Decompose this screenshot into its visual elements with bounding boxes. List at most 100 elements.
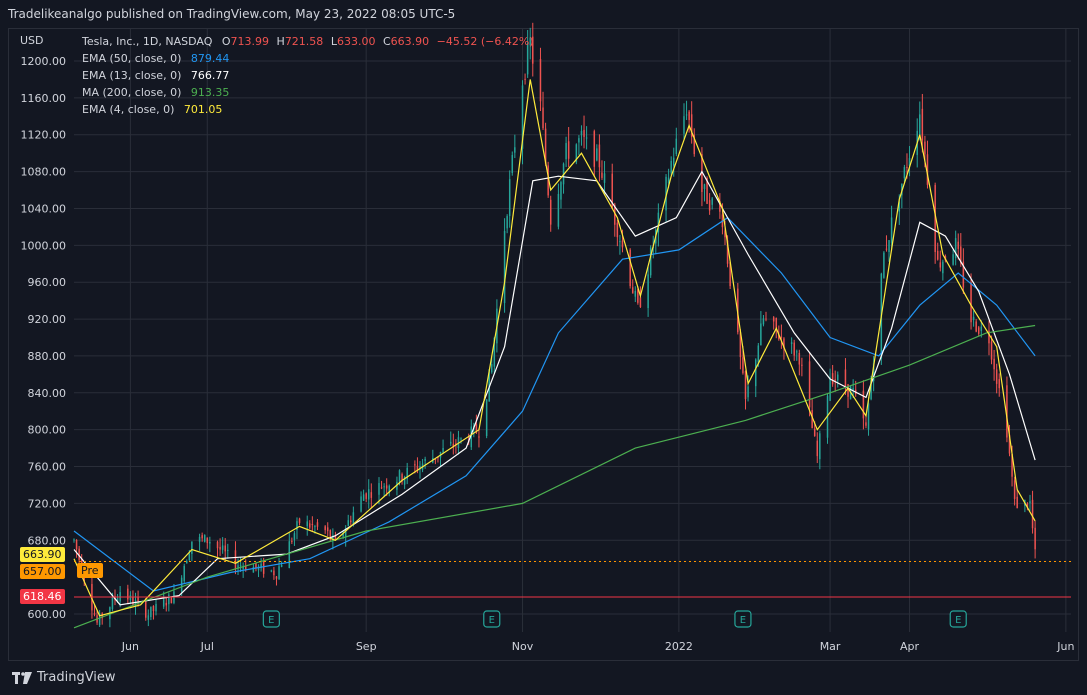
candle-body xyxy=(137,597,139,602)
indicator-value: 701.05 xyxy=(183,103,223,116)
candle-body xyxy=(539,58,542,102)
candle-body xyxy=(870,380,872,400)
candle-body xyxy=(191,541,193,554)
candle-body xyxy=(1026,503,1029,508)
candle-body xyxy=(262,561,265,574)
price-axis-ticks: 1200.00 1160.00 1120.00 1080.00 1040.00 1000.… xyxy=(21,55,67,621)
chart-frame[interactable] xyxy=(8,28,1079,661)
candle-body xyxy=(908,158,911,166)
legend-indicator-row[interactable]: EMA (50, close, 0) 879.44 xyxy=(82,50,534,67)
candle-body xyxy=(152,605,155,612)
candle-body xyxy=(275,576,278,579)
candle-body xyxy=(565,143,567,160)
price-tick-label: 880.00 xyxy=(28,350,67,363)
price-tick-label: 920.00 xyxy=(28,313,67,326)
candle-body xyxy=(511,155,514,173)
candle-body xyxy=(209,541,211,544)
price-tick-label: 600.00 xyxy=(28,608,67,621)
candle-body xyxy=(706,178,708,204)
ema50-line xyxy=(73,216,1036,592)
candle-body xyxy=(772,317,775,322)
candle-body xyxy=(216,541,219,549)
candle-body xyxy=(524,78,526,80)
candle-body xyxy=(334,536,337,540)
candle-body xyxy=(306,521,308,527)
last-price-tag: 663.90 xyxy=(20,547,65,562)
candle-body xyxy=(742,357,744,374)
candle-body xyxy=(739,332,742,358)
candle-body xyxy=(547,165,549,196)
candle-body xyxy=(701,154,703,192)
candle-body xyxy=(816,440,819,457)
price-tick-label: 720.00 xyxy=(28,497,67,510)
candle-body xyxy=(506,216,508,229)
candle-body xyxy=(862,390,865,419)
price-chart[interactable]: E E E E 1200.00 1160.00 1120.00 1080.00 1040.00… xyxy=(0,0,1087,661)
candle-body xyxy=(755,359,757,387)
candle-body xyxy=(221,545,224,550)
candle-body xyxy=(111,596,114,610)
candle-body xyxy=(329,530,332,540)
candle-body xyxy=(1011,453,1013,477)
price-tick-label: 760.00 xyxy=(28,461,67,474)
candle-body xyxy=(183,565,185,582)
tradingview-logo[interactable]: TradingView xyxy=(12,670,116,685)
candle-body xyxy=(580,130,583,136)
candle-body xyxy=(667,177,670,184)
candle-body xyxy=(1013,480,1016,499)
candle-body xyxy=(747,386,749,398)
candle-body xyxy=(557,193,560,227)
currency-label: USD xyxy=(20,34,44,47)
candle-body xyxy=(314,526,316,528)
candle-body xyxy=(954,238,957,259)
price-tick-label: 680.00 xyxy=(28,534,67,547)
candle-body xyxy=(637,289,639,303)
earnings-marker-label: E xyxy=(489,615,495,626)
candle-body xyxy=(544,128,547,164)
candle-body xyxy=(296,521,298,530)
candle-body xyxy=(962,261,965,288)
candle-body xyxy=(919,114,921,136)
candle-body xyxy=(657,212,660,233)
earnings-marker-label: E xyxy=(740,615,746,626)
candle-body xyxy=(890,217,893,243)
candle-body xyxy=(993,358,995,370)
candle-body xyxy=(760,323,762,346)
candle-body xyxy=(921,108,924,141)
open-label: O xyxy=(221,35,231,48)
candle-body xyxy=(352,512,355,525)
legend-indicator-row[interactable]: MA (200, close, 0) 913.35 xyxy=(82,84,534,101)
candle-body xyxy=(726,240,729,264)
chart-legend[interactable]: Tesla, Inc., 1D, NASDAQ O713.99 H721.58 … xyxy=(82,33,534,118)
candle-body xyxy=(790,342,793,344)
candle-body xyxy=(936,250,939,260)
candle-body xyxy=(724,230,726,238)
candle-body xyxy=(690,114,693,137)
candle-body xyxy=(380,487,383,489)
legend-indicator-row[interactable]: EMA (4, close, 0) 701.05 xyxy=(82,101,534,118)
candle-body xyxy=(437,457,439,459)
legend-indicator-row[interactable]: EMA (13, close, 0) 766.77 xyxy=(82,67,534,84)
close-value: 663.90 xyxy=(390,35,430,48)
candle-body xyxy=(616,222,619,238)
candle-body xyxy=(639,297,642,308)
candle-body xyxy=(762,318,765,325)
premarket-price-tag: 657.00 xyxy=(20,564,65,579)
candle-body xyxy=(134,600,137,607)
candle-body xyxy=(675,138,678,155)
candle-body xyxy=(593,131,596,167)
candle-body xyxy=(388,485,390,493)
indicator-name: EMA (4, close, 0) xyxy=(82,103,175,116)
candle-body xyxy=(383,486,385,488)
price-tick-label: 1200.00 xyxy=(21,55,67,68)
chart-grid xyxy=(74,29,1071,632)
indicator-lines xyxy=(73,79,1036,629)
earnings-marker-box xyxy=(734,610,752,628)
candle-body xyxy=(1031,499,1034,529)
candle-body xyxy=(365,493,367,499)
candle-body xyxy=(939,262,942,268)
candle-body xyxy=(526,43,529,75)
candle-body xyxy=(811,410,813,429)
candle-body xyxy=(844,369,847,388)
